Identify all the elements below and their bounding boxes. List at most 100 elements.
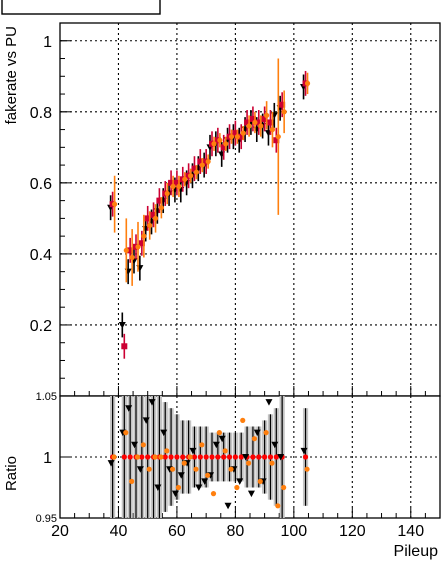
ratio-data-point (187, 454, 193, 460)
ratio-data-point (111, 454, 117, 460)
ratio-y-axis-title: Ratio (3, 456, 20, 491)
ratio-data-point (195, 484, 203, 491)
main-axis-ticks: 0.2 0.4 0.6 0.8 1 (30, 34, 441, 396)
main-data-point (168, 179, 175, 186)
main-data-point (258, 123, 264, 129)
main-data-point (127, 247, 134, 254)
main-data-point (304, 80, 311, 86)
ratio-data-point (224, 502, 232, 510)
ratio-reference-point (302, 454, 309, 460)
ratio-reference-point (168, 454, 174, 460)
main-data-point (156, 197, 163, 204)
ratio-data-point (125, 405, 133, 412)
main-data-point (205, 158, 211, 165)
ratio-reference-point (180, 454, 186, 460)
x-tick-label: 100 (280, 523, 307, 540)
main-data-point (141, 233, 147, 239)
main-data-point (135, 244, 141, 250)
ratio-data-point (247, 490, 255, 498)
y-axis-title: fakerate vs PU (3, 26, 20, 124)
ratio-data-point (142, 417, 150, 424)
x-tick-label: 80 (226, 523, 244, 540)
y-tick-label: 0.4 (30, 247, 52, 264)
ratio-data-point (129, 478, 135, 484)
ratio-data-point (234, 484, 240, 491)
y-tick-label: 0.6 (30, 176, 52, 193)
main-data-point (234, 134, 240, 140)
ratio-data-point (271, 441, 279, 449)
ratio-data-point (164, 448, 170, 454)
main-data-point (279, 101, 286, 108)
main-data-point (197, 158, 204, 165)
ratio-data-point (212, 441, 220, 449)
ratio-data-point (131, 441, 138, 449)
ratio-reference-point (262, 454, 268, 460)
main-data-point (281, 109, 287, 115)
main-data-point (264, 112, 270, 118)
ratio-data-point (222, 448, 228, 454)
main-data-point (188, 173, 194, 179)
main-data-point (269, 126, 276, 133)
ratio-data-point (281, 484, 287, 491)
ratio-data-point (210, 491, 217, 497)
ratio-reference-point (139, 454, 145, 460)
main-data-point (150, 211, 157, 218)
main-data-point (144, 215, 151, 222)
ratio-data-point (263, 430, 269, 436)
ratio-data-point (169, 466, 176, 472)
main-plot-frame (59, 22, 441, 397)
main-data-point (255, 119, 262, 126)
ratio-axis-ticks: 20 40 60 80 100 120 140 0.95 1 1.05 (36, 391, 441, 540)
ratio-data-point (216, 430, 222, 436)
main-grid (60, 23, 440, 396)
ratio-reference-point (221, 454, 227, 460)
ratio-reference-point (232, 454, 238, 460)
ratio-data-point (228, 466, 234, 472)
x-axis-title: Pileup (394, 543, 439, 560)
ratio-y-tick-label: 1 (43, 450, 52, 467)
main-data-point (275, 134, 281, 140)
main-data-point (249, 115, 256, 122)
ratio-data-point (107, 460, 115, 467)
ratio-data-point (205, 472, 211, 478)
ratio-data-point (251, 436, 258, 442)
ratio-reference-point (191, 454, 198, 460)
ratio-data-point (177, 472, 185, 479)
main-data-point (112, 201, 118, 207)
ratio-reference-point (273, 454, 279, 460)
ratio-data-point (245, 460, 252, 466)
ratio-data-point (236, 478, 244, 485)
main-data-point (217, 137, 223, 143)
ratio-data-point (148, 399, 156, 406)
main-data-point (152, 215, 159, 221)
ratio-data-point (160, 429, 168, 437)
x-tick-label: 40 (110, 523, 128, 540)
ratio-reference-point (145, 454, 151, 460)
x-tick-label: 20 (51, 523, 69, 540)
x-tick-label: 120 (339, 523, 366, 540)
ratio-reference-point (250, 454, 256, 460)
main-data-point (244, 119, 251, 126)
ratio-data-point (242, 454, 250, 461)
main-data-point (211, 141, 217, 147)
ratio-data-point (304, 466, 310, 472)
main-data-point (118, 321, 126, 329)
ratio-data-point (199, 442, 205, 448)
ratio-data-point (175, 484, 182, 491)
main-data-point (220, 144, 227, 151)
x-tick-label: 60 (168, 523, 186, 540)
main-data-point (182, 176, 188, 182)
ratio-data-point (171, 490, 179, 498)
ratio-data-point (123, 430, 129, 436)
ratio-reference-point (256, 454, 262, 460)
main-data-point (232, 130, 239, 137)
main-data-point (223, 141, 229, 147)
ratio-reference-point (238, 454, 244, 460)
ratio-data-point (201, 478, 209, 485)
x-tick-label: 140 (397, 523, 424, 540)
main-data-point (267, 119, 274, 126)
ratio-reference-point (267, 454, 274, 460)
ratio-data-point (275, 503, 281, 509)
y-tick-label: 1 (43, 34, 52, 51)
